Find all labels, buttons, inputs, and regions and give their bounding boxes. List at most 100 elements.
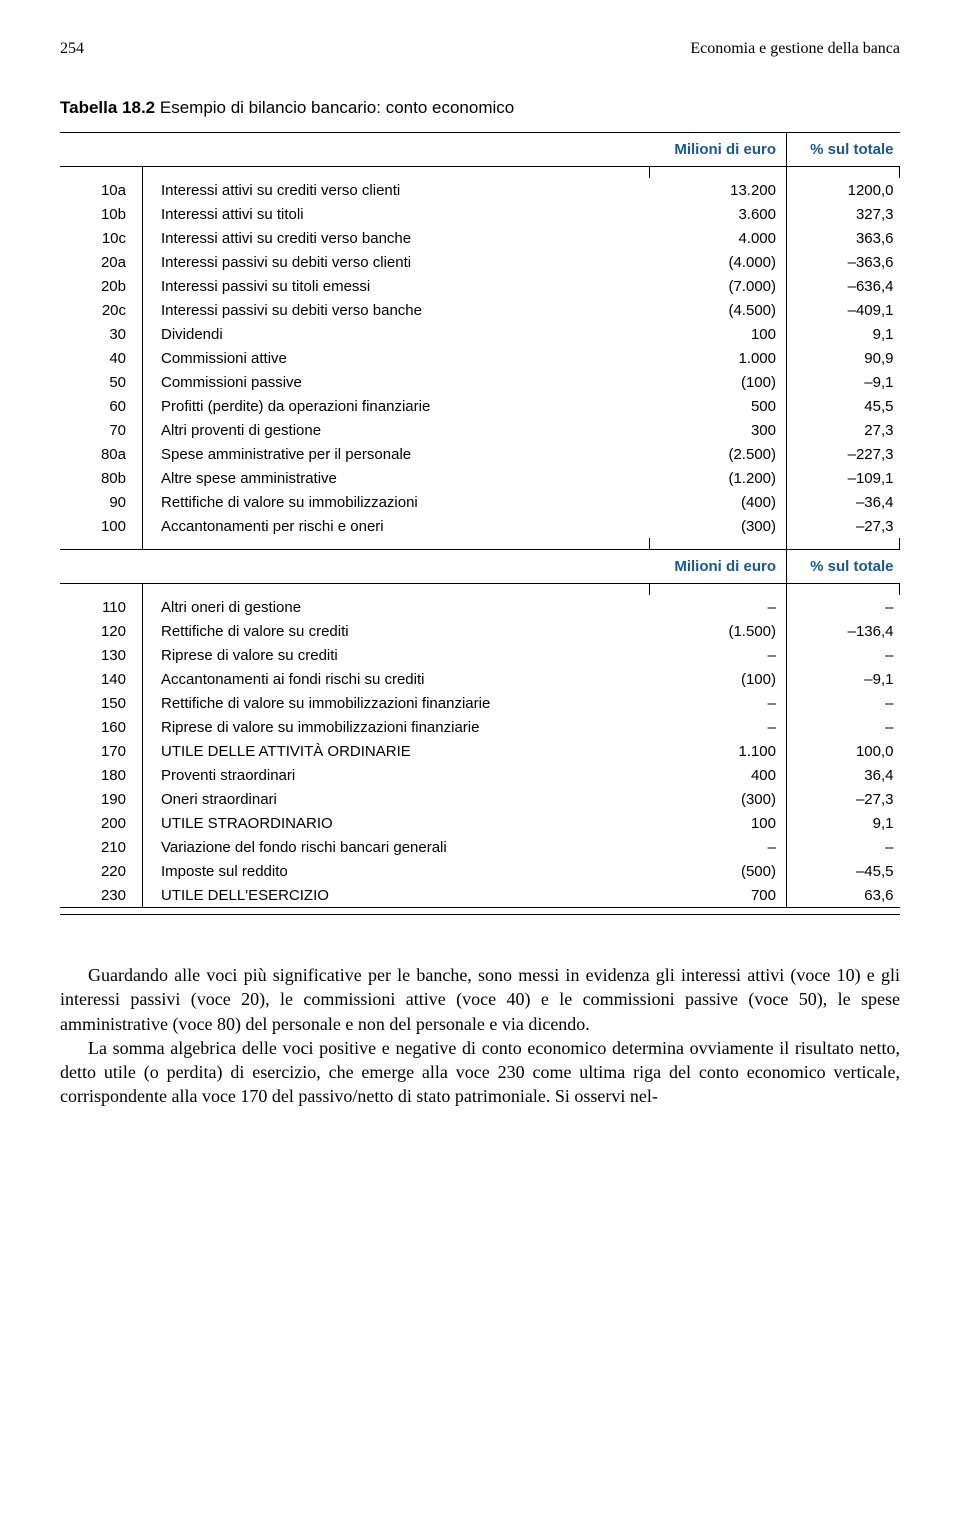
table-row: 10b Interessi attivi su titoli 3.600 327…: [60, 202, 900, 226]
row-value: 400: [650, 763, 787, 787]
row-value: (2.500): [650, 442, 787, 466]
table-caption: Tabella 18.2 Esempio di bilancio bancari…: [60, 98, 900, 118]
table-row: 90 Rettifiche di valore su immobilizzazi…: [60, 490, 900, 514]
row-value: 4.000: [650, 226, 787, 250]
table-row: 230 UTILE DELL'ESERCIZIO 700 63,6: [60, 883, 900, 908]
table-row: 120 Rettifiche di valore su crediti (1.5…: [60, 619, 900, 643]
row-pct: –636,4: [787, 274, 900, 298]
row-desc: Altri proventi di gestione: [143, 418, 650, 442]
row-pct: 9,1: [787, 322, 900, 346]
running-head: Economia e gestione della banca: [690, 40, 900, 58]
row-pct: –227,3: [787, 442, 900, 466]
row-code: 130: [60, 643, 143, 667]
row-pct: 27,3: [787, 418, 900, 442]
row-value: 1.000: [650, 346, 787, 370]
table-row: 10a Interessi attivi su crediti verso cl…: [60, 178, 900, 202]
row-value: (100): [650, 370, 787, 394]
row-pct: –9,1: [787, 370, 900, 394]
row-pct: 100,0: [787, 739, 900, 763]
row-pct: 327,3: [787, 202, 900, 226]
row-code: 60: [60, 394, 143, 418]
spacer-row: [60, 167, 900, 179]
row-desc: Interessi passivi su titoli emessi: [143, 274, 650, 298]
row-desc: Proventi straordinari: [143, 763, 650, 787]
row-desc: Accantonamenti ai fondi rischi su credit…: [143, 667, 650, 691]
header-blank-2: [143, 550, 650, 584]
row-desc: Profitti (perdite) da operazioni finanzi…: [143, 394, 650, 418]
row-value: (500): [650, 859, 787, 883]
header-blank-1: [60, 550, 143, 584]
row-value: 500: [650, 394, 787, 418]
row-desc: Accantonamenti per rischi e oneri: [143, 514, 650, 538]
table-row: 220 Imposte sul reddito (500) –45,5: [60, 859, 900, 883]
table-caption-text: Esempio di bilancio bancario: conto econ…: [155, 98, 514, 117]
row-value: 1.100: [650, 739, 787, 763]
row-code: 220: [60, 859, 143, 883]
row-code: 170: [60, 739, 143, 763]
header-blank-2: [143, 133, 650, 167]
row-code: 110: [60, 595, 143, 619]
row-pct: –: [787, 715, 900, 739]
header-blank-1: [60, 133, 143, 167]
row-desc: UTILE DELLE ATTIVITÀ ORDINARIE: [143, 739, 650, 763]
row-desc: Commissioni attive: [143, 346, 650, 370]
table-row: 100 Accantonamenti per rischi e oneri (3…: [60, 514, 900, 538]
row-value: –: [650, 691, 787, 715]
table-row: 80b Altre spese amministrative (1.200) –…: [60, 466, 900, 490]
row-value: 3.600: [650, 202, 787, 226]
row-code: 80a: [60, 442, 143, 466]
row-code: 100: [60, 514, 143, 538]
row-pct: –: [787, 835, 900, 859]
row-pct: –363,6: [787, 250, 900, 274]
row-desc: Interessi attivi su crediti verso banche: [143, 226, 650, 250]
header-pct: % sul totale: [787, 550, 900, 584]
row-pct: 1200,0: [787, 178, 900, 202]
row-pct: 63,6: [787, 883, 900, 908]
table-row: 130 Riprese di valore su crediti – –: [60, 643, 900, 667]
table-row: 170 UTILE DELLE ATTIVITÀ ORDINARIE 1.100…: [60, 739, 900, 763]
row-pct: 9,1: [787, 811, 900, 835]
table-caption-prefix: Tabella 18.2: [60, 98, 155, 117]
row-desc: Riprese di valore su crediti: [143, 643, 650, 667]
row-code: 20a: [60, 250, 143, 274]
table-row: 150 Rettifiche di valore su immobilizzaz…: [60, 691, 900, 715]
row-code: 230: [60, 883, 143, 908]
row-pct: –45,5: [787, 859, 900, 883]
row-code: 120: [60, 619, 143, 643]
table-row: 40 Commissioni attive 1.000 90,9: [60, 346, 900, 370]
row-value: –: [650, 643, 787, 667]
paragraph-1: Guardando alle voci più significative pe…: [60, 963, 900, 1036]
row-pct: –27,3: [787, 514, 900, 538]
table-bottom-rule-2: [60, 915, 900, 916]
row-code: 160: [60, 715, 143, 739]
table-row: 20b Interessi passivi su titoli emessi (…: [60, 274, 900, 298]
row-desc: Altre spese amministrative: [143, 466, 650, 490]
row-value: 100: [650, 811, 787, 835]
row-desc: Interessi attivi su crediti verso client…: [143, 178, 650, 202]
body-text: Guardando alle voci più significative pe…: [60, 963, 900, 1109]
row-desc: Variazione del fondo rischi bancari gene…: [143, 835, 650, 859]
table-row: 110 Altri oneri di gestione – –: [60, 595, 900, 619]
row-value: –: [650, 715, 787, 739]
row-pct: 45,5: [787, 394, 900, 418]
row-value: (1.500): [650, 619, 787, 643]
header-amount: Milioni di euro: [650, 133, 787, 167]
row-code: 20b: [60, 274, 143, 298]
row-pct: 36,4: [787, 763, 900, 787]
header-amount: Milioni di euro: [650, 550, 787, 584]
row-pct: –: [787, 691, 900, 715]
row-desc: Interessi attivi su titoli: [143, 202, 650, 226]
row-value: (4.000): [650, 250, 787, 274]
spacer-row: [60, 538, 900, 550]
row-code: 140: [60, 667, 143, 691]
row-desc: Spese amministrative per il personale: [143, 442, 650, 466]
table-row: 70 Altri proventi di gestione 300 27,3: [60, 418, 900, 442]
row-code: 10c: [60, 226, 143, 250]
table-header-row: Milioni di euro % sul totale: [60, 133, 900, 167]
row-code: 90: [60, 490, 143, 514]
table-row: 20a Interessi passivi su debiti verso cl…: [60, 250, 900, 274]
row-desc: Interessi passivi su debiti verso client…: [143, 250, 650, 274]
row-desc: Interessi passivi su debiti verso banche: [143, 298, 650, 322]
row-pct: –: [787, 595, 900, 619]
row-code: 210: [60, 835, 143, 859]
